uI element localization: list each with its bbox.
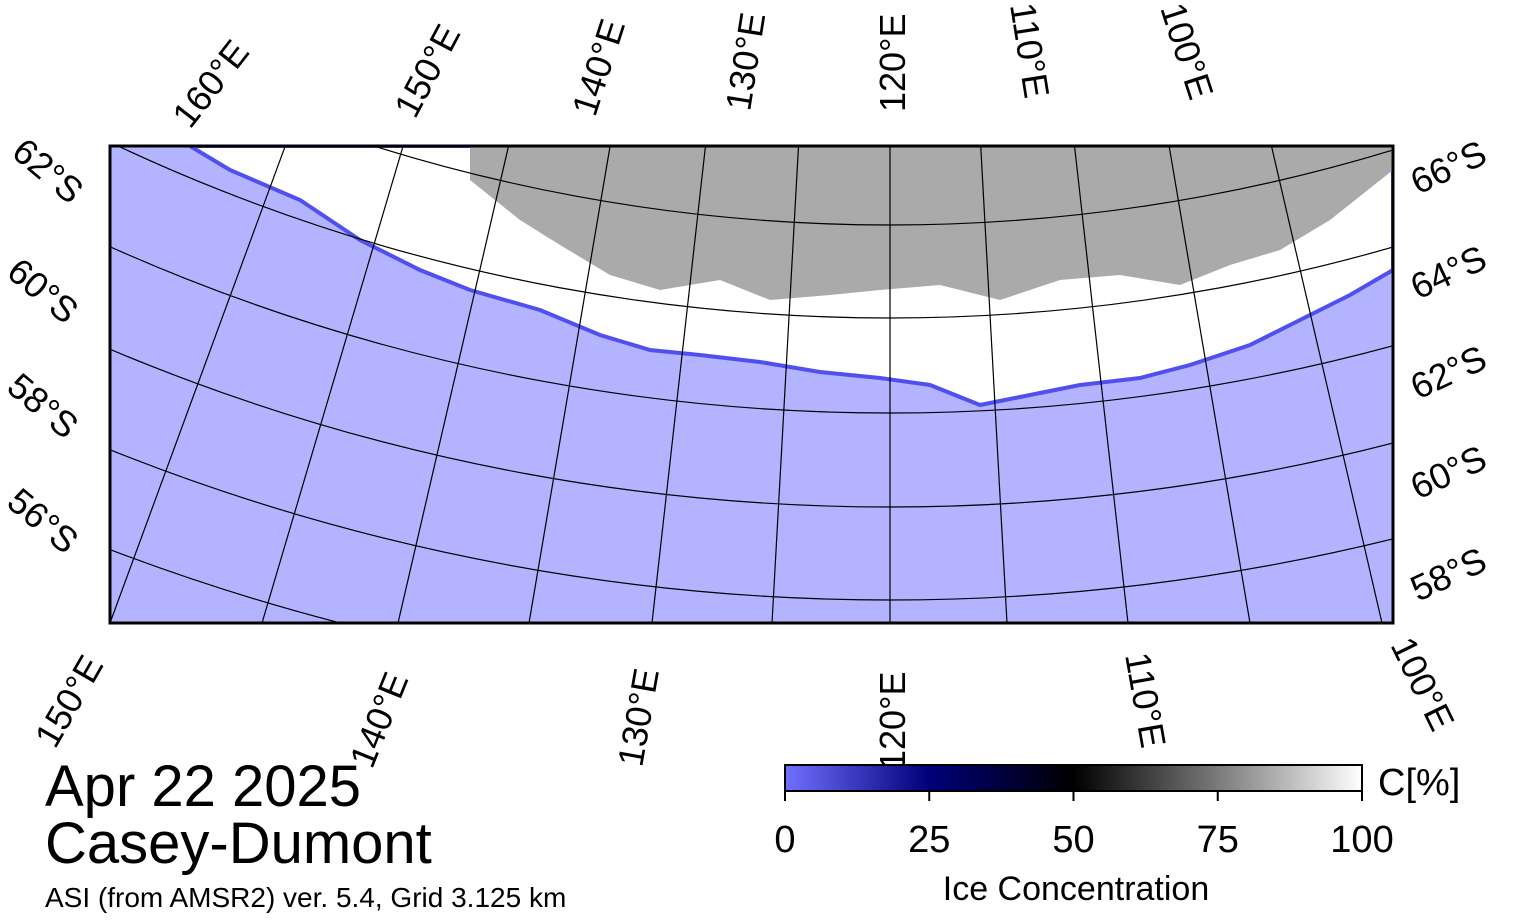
lon-label: 110°E <box>1002 0 1057 101</box>
subtitle: ASI (from AMSR2) ver. 5.4, Grid 3.125 km <box>45 882 566 913</box>
meridian <box>261 146 404 623</box>
colorbar-unit: C[%] <box>1378 762 1460 804</box>
lon-label: 120°E <box>872 672 913 770</box>
lat-label: 64°S <box>1404 237 1492 307</box>
right-labels: 66°S 64°S 62°S 60°S 58°S <box>1404 132 1492 609</box>
meridian <box>980 146 1008 623</box>
lat-label: 56°S <box>0 480 86 562</box>
lon-label: 150°E <box>26 648 111 754</box>
colorbar-tick-label: 50 <box>1052 819 1094 861</box>
top-labels: 160°E 150°E 140°E 130°E 120°E 110°E 100°… <box>164 0 1222 135</box>
colorbar-tick-label: 75 <box>1197 819 1239 861</box>
colorbar: C[%] Ice Concentration 0 25 50 75 100 <box>774 762 1460 908</box>
lat-label: 60°S <box>1404 437 1492 507</box>
lat-label: 62°S <box>1404 337 1492 407</box>
meridian <box>771 146 800 623</box>
colorbar-tick-label: 25 <box>908 819 950 861</box>
lon-label: 100°E <box>1152 0 1221 104</box>
left-labels: 62°S 60°S 58°S 56°S <box>0 130 91 562</box>
lat-label: 58°S <box>0 365 86 447</box>
colorbar-tick-label: 100 <box>1330 819 1393 861</box>
colorbar-tick-label: 0 <box>774 819 795 861</box>
meridian <box>651 146 707 623</box>
meridian <box>1073 146 1129 623</box>
map-area <box>110 146 1393 623</box>
meridian <box>528 146 611 623</box>
lon-label: 130°E <box>610 665 667 769</box>
lon-label: 120°E <box>872 14 913 112</box>
colorbar-label: Ice Concentration <box>943 870 1210 908</box>
lat-label: 66°S <box>1404 132 1492 202</box>
lon-label: 110°E <box>1117 649 1174 750</box>
date: Apr 22 2025 <box>45 754 361 819</box>
lat-label: 62°S <box>5 130 91 212</box>
bottom-labels: 150°E 140°E 130°E 120°E 110°E 100°E <box>26 631 1462 773</box>
lat-label: 60°S <box>0 250 86 332</box>
graticule <box>110 146 1393 623</box>
meridian <box>1168 146 1251 623</box>
lon-label: 130°E <box>717 10 773 114</box>
map-frame <box>108 144 1395 625</box>
meridian <box>110 146 286 623</box>
colorbar-ramp <box>784 764 1363 792</box>
meridian <box>1270 146 1383 623</box>
lon-label: 160°E <box>164 32 257 135</box>
lon-label: 100°E <box>1383 631 1463 737</box>
lon-label: 140°E <box>564 14 633 120</box>
lon-label: 150°E <box>386 18 468 124</box>
meridian <box>397 146 510 623</box>
lat-label: 58°S <box>1404 539 1492 609</box>
region: Casey-Dumont <box>45 811 432 876</box>
